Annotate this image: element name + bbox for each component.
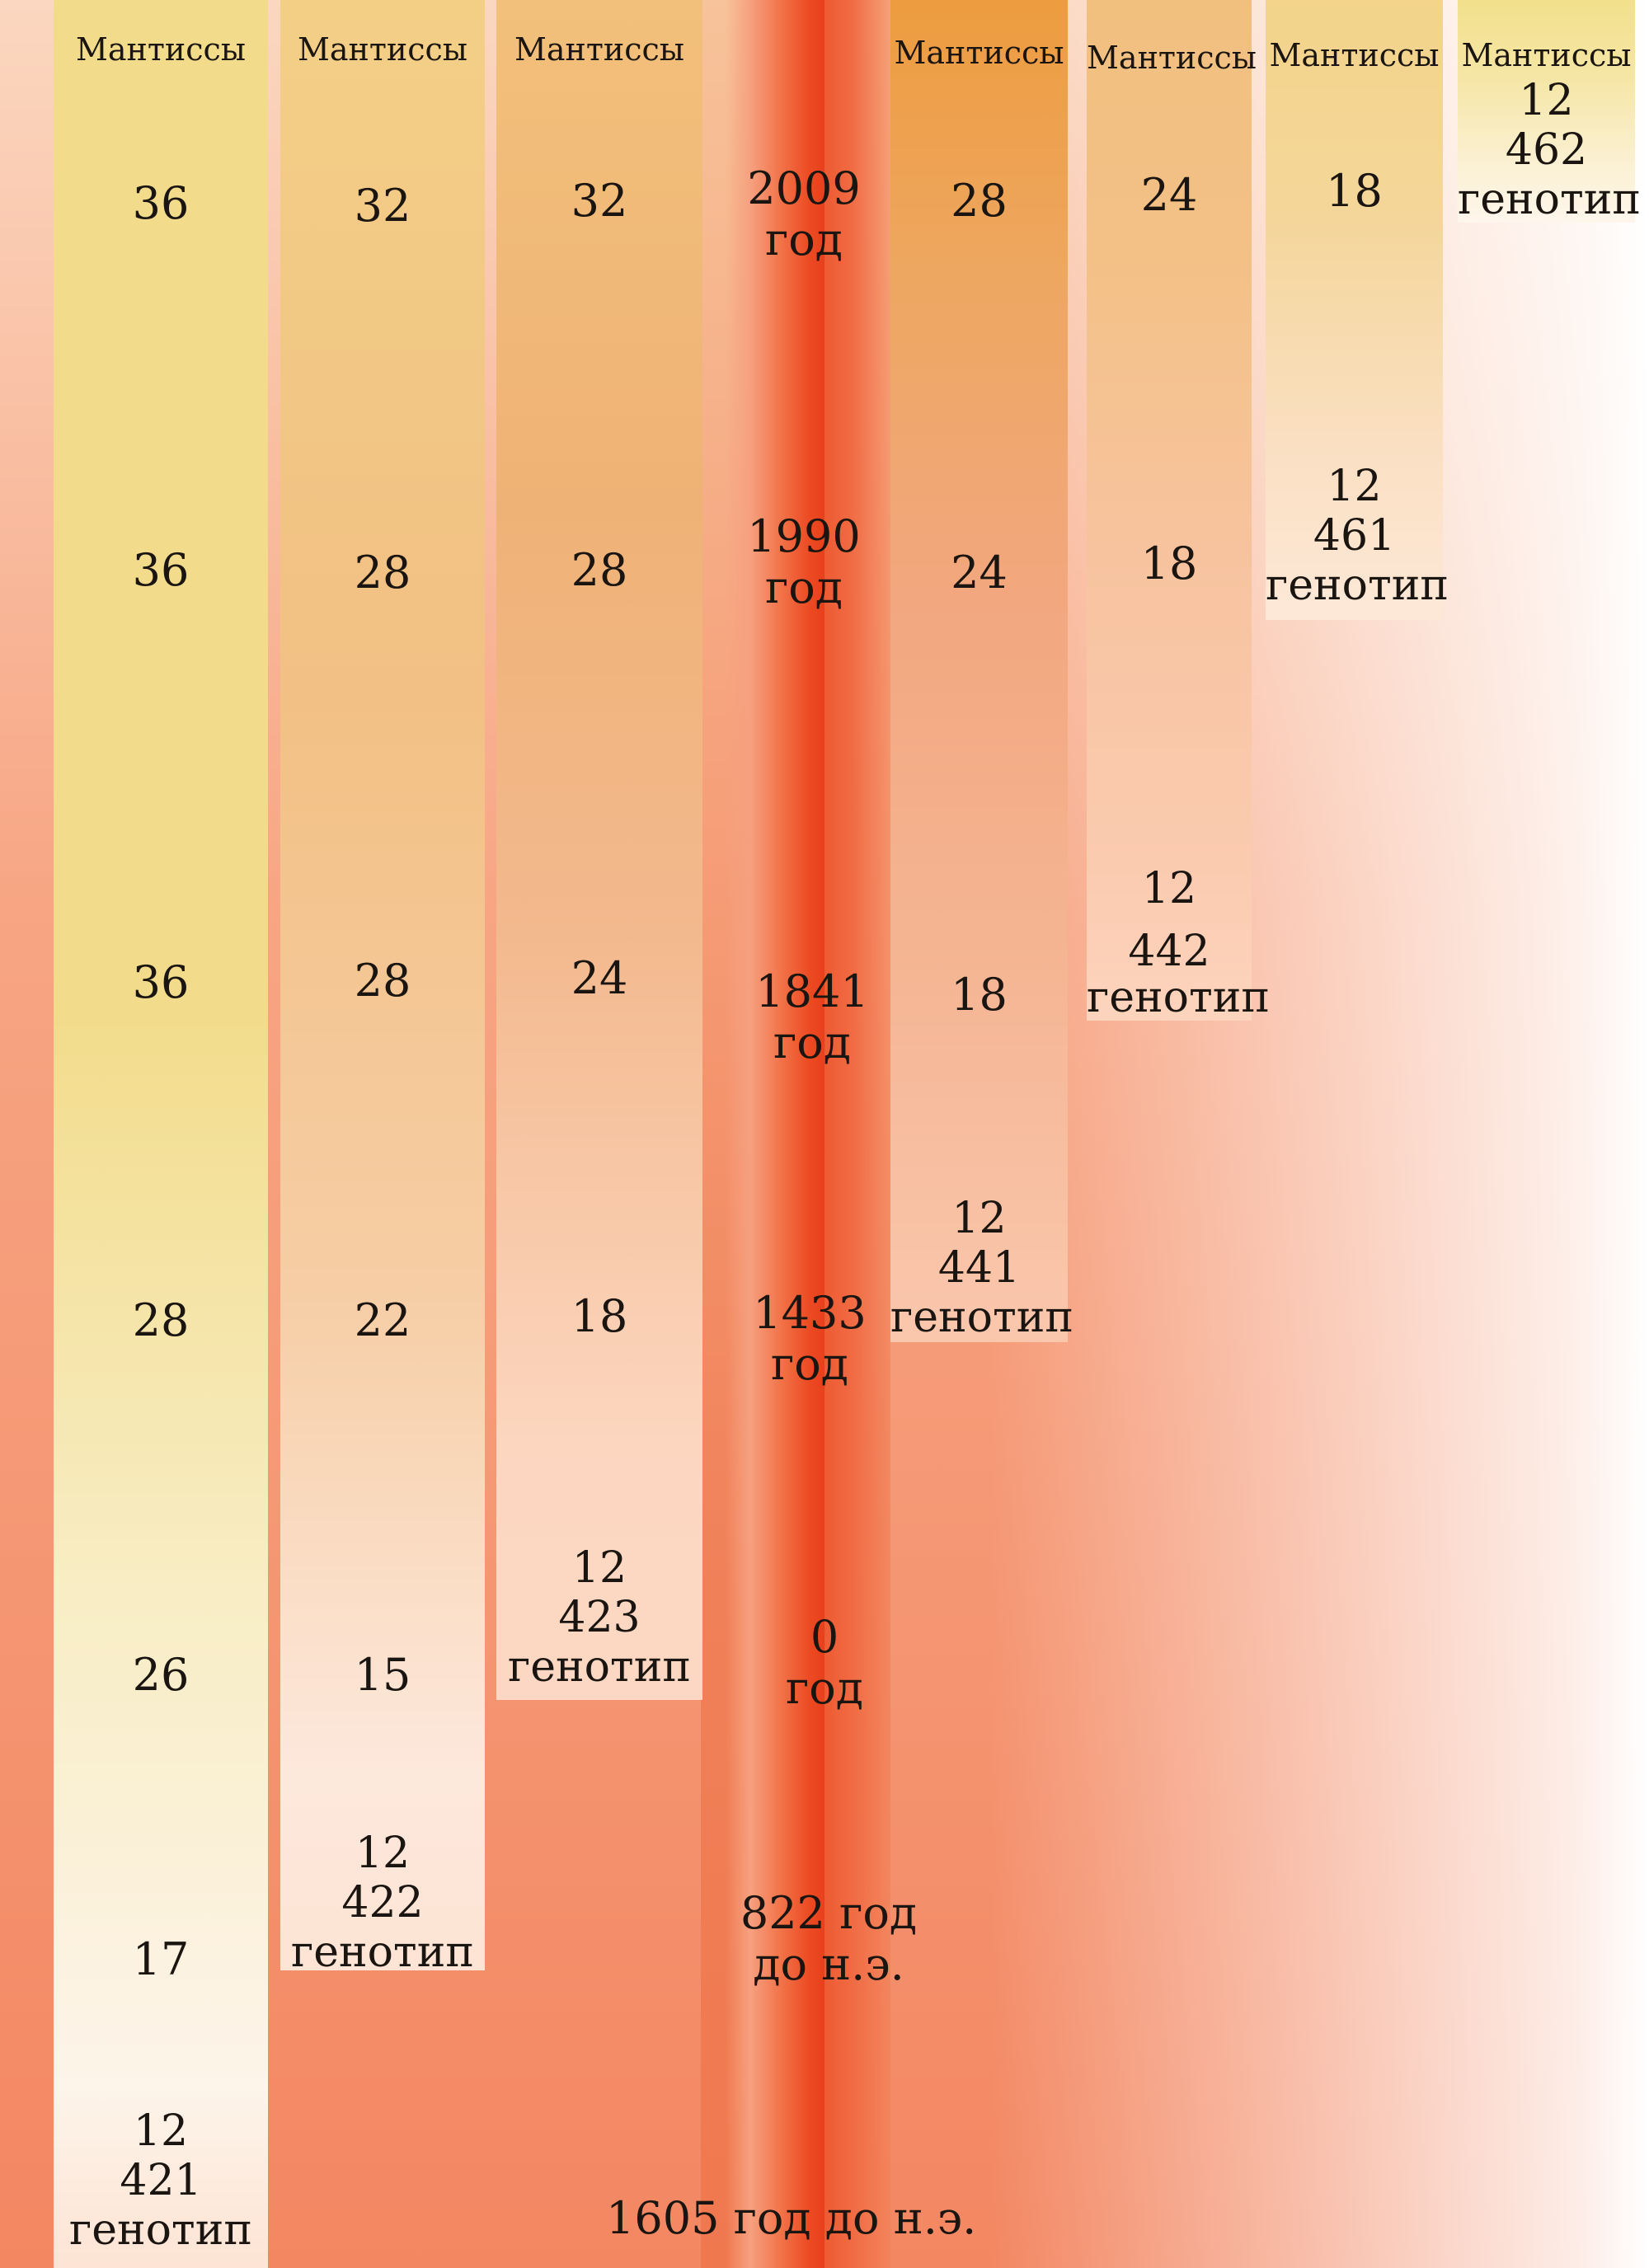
mantissa-value: 15 (354, 1649, 411, 1701)
timeline-strip-right (824, 0, 890, 2268)
timeline-year: 2009 (747, 162, 861, 214)
mantissa-value: 28 (951, 175, 1008, 227)
column-header: Мантиссы (297, 31, 468, 68)
mantissa-value: 18 (571, 1290, 628, 1342)
genotype-number: 461 (1313, 511, 1396, 561)
mantissa-value: 24 (571, 952, 628, 1004)
genotype-prefix: 12 (1327, 462, 1382, 511)
genotype-column-462: Мантиссы 12 462 генотип (1458, 0, 1642, 224)
genotype-prefix: 12 (571, 1543, 627, 1593)
timeline-label: 1990 год (721, 511, 886, 613)
genotype-word: генотип (290, 1928, 475, 1977)
genotype-label: 12 421 генотип (54, 2106, 268, 2255)
timeline-year: 1433 (753, 1287, 867, 1339)
genotype-prefix: 12 (951, 1194, 1007, 1243)
genotype-column-442: Мантиссы 24 18 12 442 генотип (1087, 0, 1271, 1022)
timeline-unit: до н.э. (753, 1938, 904, 1990)
timeline-label: 0 год (742, 1612, 907, 1714)
genotype-label: 12 461 генотип (1266, 462, 1449, 610)
timeline-label: 1841 год (730, 966, 895, 1068)
column-header: Мантиссы (894, 35, 1064, 71)
genotype-word: генотип (68, 2205, 253, 2255)
mantissa-value: 32 (571, 175, 628, 227)
genotype-label: 12 422 генотип (280, 1829, 485, 1977)
genotype-number: 422 (341, 1878, 424, 1928)
timeline-year: 1990 (747, 510, 861, 562)
timeline-year: 1605 год до н.э. (606, 2192, 977, 2244)
genotype-number: 441 (937, 1243, 1021, 1293)
genotype-label: 12 462 генотип (1458, 76, 1642, 224)
mantissa-value: 36 (132, 177, 190, 229)
mantissa-value: 28 (354, 547, 411, 599)
genotype-column-423: Мантиссы 32 28 24 18 12 423 генотип (496, 0, 702, 1700)
timeline-strip (726, 0, 824, 2268)
mantissa-value: 36 (132, 956, 190, 1008)
timeline-unit: год (764, 561, 843, 613)
mantissa-value: 22 (354, 1294, 411, 1346)
mantissa-value: 28 (132, 1294, 190, 1346)
mantissa-value: 36 (132, 544, 190, 596)
timeline-unit: год (770, 1338, 849, 1390)
column-header: Мантиссы (514, 31, 685, 68)
genotype-prefix: 12 (1141, 864, 1197, 913)
genotype-word: генотип (507, 1642, 692, 1692)
timeline-unit: год (764, 214, 843, 265)
timeline-unit: год (773, 1017, 852, 1068)
mantissa-value: 18 (1140, 538, 1198, 589)
mantissa-value: 26 (132, 1649, 190, 1701)
genotype-number: 421 (120, 2156, 202, 2205)
mantissa-value: 18 (951, 969, 1008, 1021)
column-header: Мантиссы (1087, 40, 1257, 76)
genotype-word: генотип (1458, 175, 1642, 224)
genotype-prefix: 12 (1519, 76, 1574, 125)
genotype-word: генотип (1266, 561, 1449, 610)
genotype-prefix: 12 (133, 2106, 189, 2156)
genotype-number: 423 (558, 1593, 641, 1642)
genotype-word: генотип (1087, 973, 1271, 1022)
mantissa-value: 28 (354, 955, 411, 1007)
timeline-year: 0 (810, 1611, 839, 1663)
mantissa-value: 18 (1326, 165, 1383, 217)
genotype-number: 462 (1505, 125, 1588, 175)
column-header: Мантиссы (1269, 37, 1440, 73)
genotype-column-441: Мантиссы 28 24 18 12 441 генотип (890, 0, 1074, 1342)
timeline-year: 1841 (755, 965, 869, 1017)
column-header: Мантиссы (1461, 37, 1632, 73)
genotype-label: 12 442 генотип (1087, 857, 1271, 1022)
genotype-column-461: Мантиссы 18 12 461 генотип (1266, 0, 1449, 620)
genotype-column-421: Мантиссы 36 36 36 28 26 17 12 421 геноти… (54, 0, 268, 2268)
timeline-label: 1605 год до н.э. (606, 2192, 977, 2244)
mantissa-value: 32 (354, 180, 411, 232)
genotype-number: 442 (1128, 927, 1210, 976)
genotype-word: генотип (890, 1293, 1074, 1342)
timeline-label: 2009 год (721, 163, 886, 265)
genotype-label: 12 441 генотип (890, 1194, 1074, 1342)
genotype-prefix: 12 (355, 1829, 411, 1878)
mantissa-value: 28 (571, 544, 628, 596)
mantissa-value: 24 (1140, 169, 1198, 221)
timeline-unit: год (785, 1662, 864, 1714)
genotype-label: 12 423 генотип (496, 1543, 702, 1692)
genotype-column-422: Мантиссы 32 28 28 22 15 12 422 генотип (280, 0, 485, 1977)
timeline-label: 822 год до н.э. (726, 1888, 932, 1990)
timeline-label: 1433 год (727, 1288, 892, 1390)
mantissa-value: 24 (951, 547, 1008, 599)
mantissa-value: 17 (132, 1933, 190, 1985)
column-header: Мантиссы (75, 31, 247, 68)
timeline-year: 822 год (740, 1887, 918, 1939)
